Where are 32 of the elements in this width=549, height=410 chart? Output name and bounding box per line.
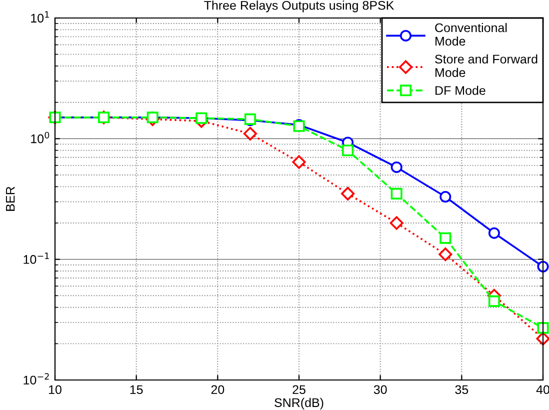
point [342,144,354,156]
point [440,232,452,244]
point [292,155,306,169]
x-tick-label: 40 [536,385,549,394]
y-tick-label: 10$^{−2}$ [24,373,49,385]
y-tick-label: 10$^{1}$ [31,11,49,23]
legend-label: Conventional Mode [435,23,507,46]
y-tick-label: 10$^{0}$ [31,132,50,144]
x-tick-label: 25 [292,385,306,394]
point [243,126,257,140]
chart-title: Three Relays Outputs using 8PSK [204,0,394,12]
point [488,295,500,307]
point [537,260,549,272]
point [488,227,500,239]
point [537,322,549,334]
point [390,216,404,230]
y-axis-title: BER [6,186,15,211]
x-tick-label: 10 [49,385,62,394]
x-tick-label: 15 [130,385,143,394]
x-tick-label: 20 [211,385,224,394]
x-axis-title: SNR(dB) [274,398,324,410]
point [438,248,452,262]
legend-label: Store and Forward Mode [435,54,538,78]
x-tick-label: 35 [455,385,468,394]
point [536,332,549,346]
legend-label: DF Mode [436,86,486,95]
point [390,188,402,200]
point [390,161,402,173]
point [341,186,355,200]
y-tick-label: 10$^{−1}$ [24,252,49,264]
point [440,191,452,203]
x-tick-label: 30 [374,385,387,394]
